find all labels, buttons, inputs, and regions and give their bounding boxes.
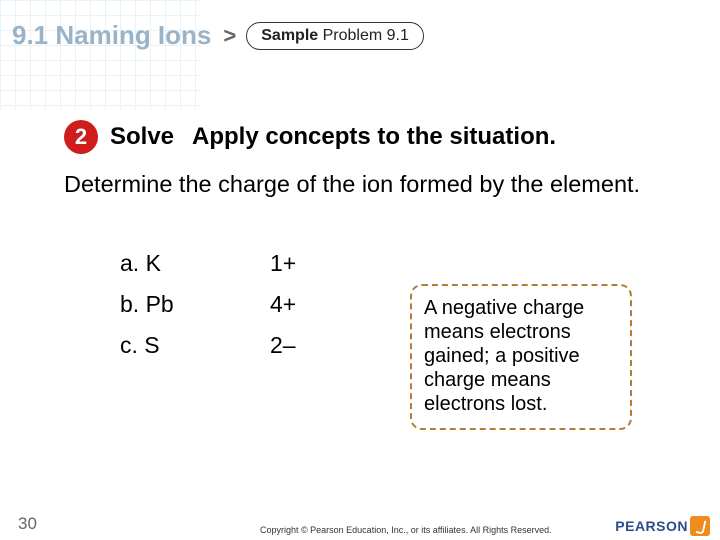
step-text: Apply concepts to the situation. [192,123,556,151]
logo-mark-icon [690,516,710,536]
header: 9.1 Naming Ions > Sample Problem 9.1 [12,20,424,51]
answer-element: c. S [120,332,270,359]
sample-bold: Sample [261,27,318,44]
page-number: 30 [18,514,37,534]
copyright-text: Copyright © Pearson Education, Inc., or … [260,525,552,535]
sample-rest: Problem 9.1 [318,27,409,44]
section-title: 9.1 Naming Ions [12,20,211,51]
answer-element: a. K [120,250,270,277]
answer-element: b. Pb [120,291,270,318]
grid-background [0,0,200,110]
logo-text: PEARSON [615,518,688,534]
step-row: 2 Solve Apply concepts to the situation. [64,120,556,154]
list-item: c. S 2– [120,332,350,359]
sample-problem-badge: Sample Problem 9.1 [246,22,424,50]
hint-box: A negative charge means electrons gained… [410,284,632,430]
step-number-badge: 2 [64,120,98,154]
answer-charge: 4+ [270,291,350,318]
answers-list: a. K 1+ b. Pb 4+ c. S 2– [120,250,350,373]
answer-charge: 1+ [270,250,350,277]
instruction-text: Determine the charge of the ion formed b… [64,170,660,199]
list-item: b. Pb 4+ [120,291,350,318]
answer-charge: 2– [270,332,350,359]
publisher-logo: PEARSON [615,516,710,536]
step-label: Solve [110,123,174,151]
slide: 9.1 Naming Ions > Sample Problem 9.1 2 S… [0,0,720,540]
chevron-icon: > [223,23,236,49]
list-item: a. K 1+ [120,250,350,277]
